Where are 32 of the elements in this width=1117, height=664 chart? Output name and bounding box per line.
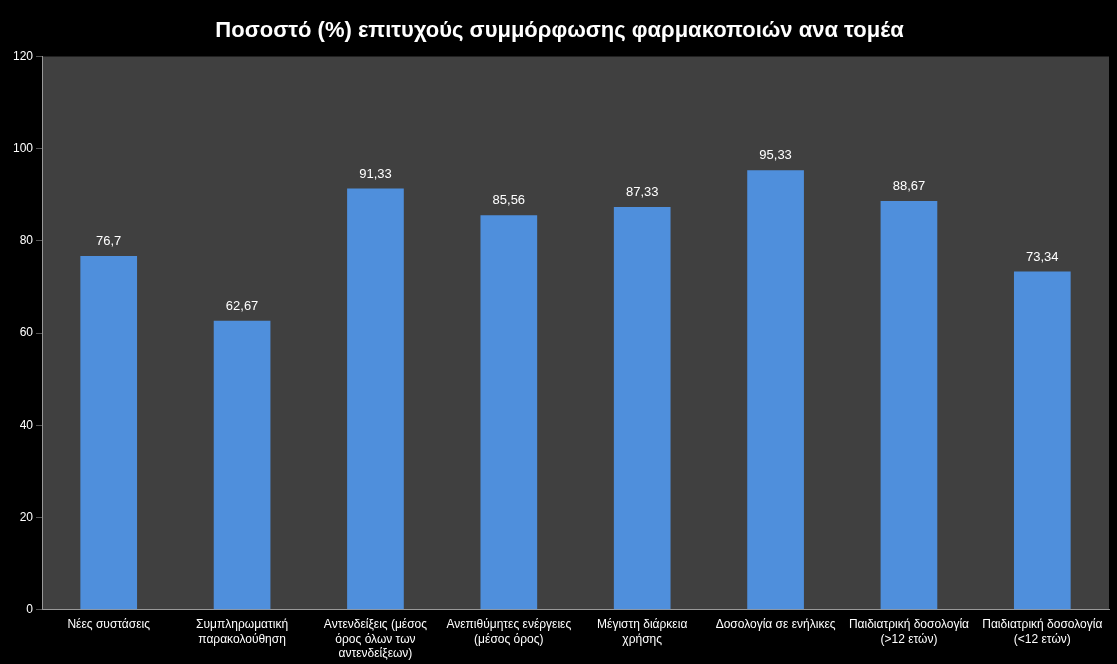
bar [213,320,271,610]
x-tick-label: Συμπληρωματική παρακολούθηση [196,617,289,646]
y-tick-label: 120 [12,48,34,63]
bar [480,215,538,610]
data-label: 85,56 [492,192,526,208]
y-tick-label: 0 [26,602,34,617]
bar [880,200,938,610]
y-tick-label: 60 [19,325,34,340]
y-tick-label: 40 [19,417,34,432]
bar [613,207,671,610]
bar [1013,271,1071,610]
bar [747,170,804,610]
data-label: 87,33 [625,184,659,200]
y-tick-label: 20 [19,509,34,524]
data-label: 76,7 [96,233,122,249]
data-label: 62,67 [225,297,259,313]
bar [80,256,138,610]
data-label: 91,33 [359,165,392,181]
y-tick-label: 80 [19,233,34,248]
x-tick-label: Μέγιστη διάρκεια χρήσης [597,617,688,646]
x-tick-label: Ανεπιθύμητες ενέργειες (μέσος όρος) [446,617,572,646]
bar [347,188,404,610]
chart-title: Ποσοστό (%) επιτυχούς συμμόρφωσης φαρμακοποιών ανα τομέα [215,17,905,43]
x-tick-label: Παιδιατρική δοσολογία (>12 ετών) [848,617,970,646]
data-label: 95,33 [759,147,792,163]
y-tick-label: 100 [12,140,34,155]
x-tick-label: Νέες συστάσεις [67,617,151,632]
x-tick-label: Παιδιατρική δοσολογία (<12 ετών) [982,617,1103,646]
x-tick-label: Αντενδείξεις (μέσος όρος όλων των αντενδείξεων) [323,617,428,661]
data-label: 73,34 [1026,248,1059,264]
data-label: 88,67 [892,177,926,193]
x-tick-label: Δοσολογία σε ενήλικες [715,617,836,632]
